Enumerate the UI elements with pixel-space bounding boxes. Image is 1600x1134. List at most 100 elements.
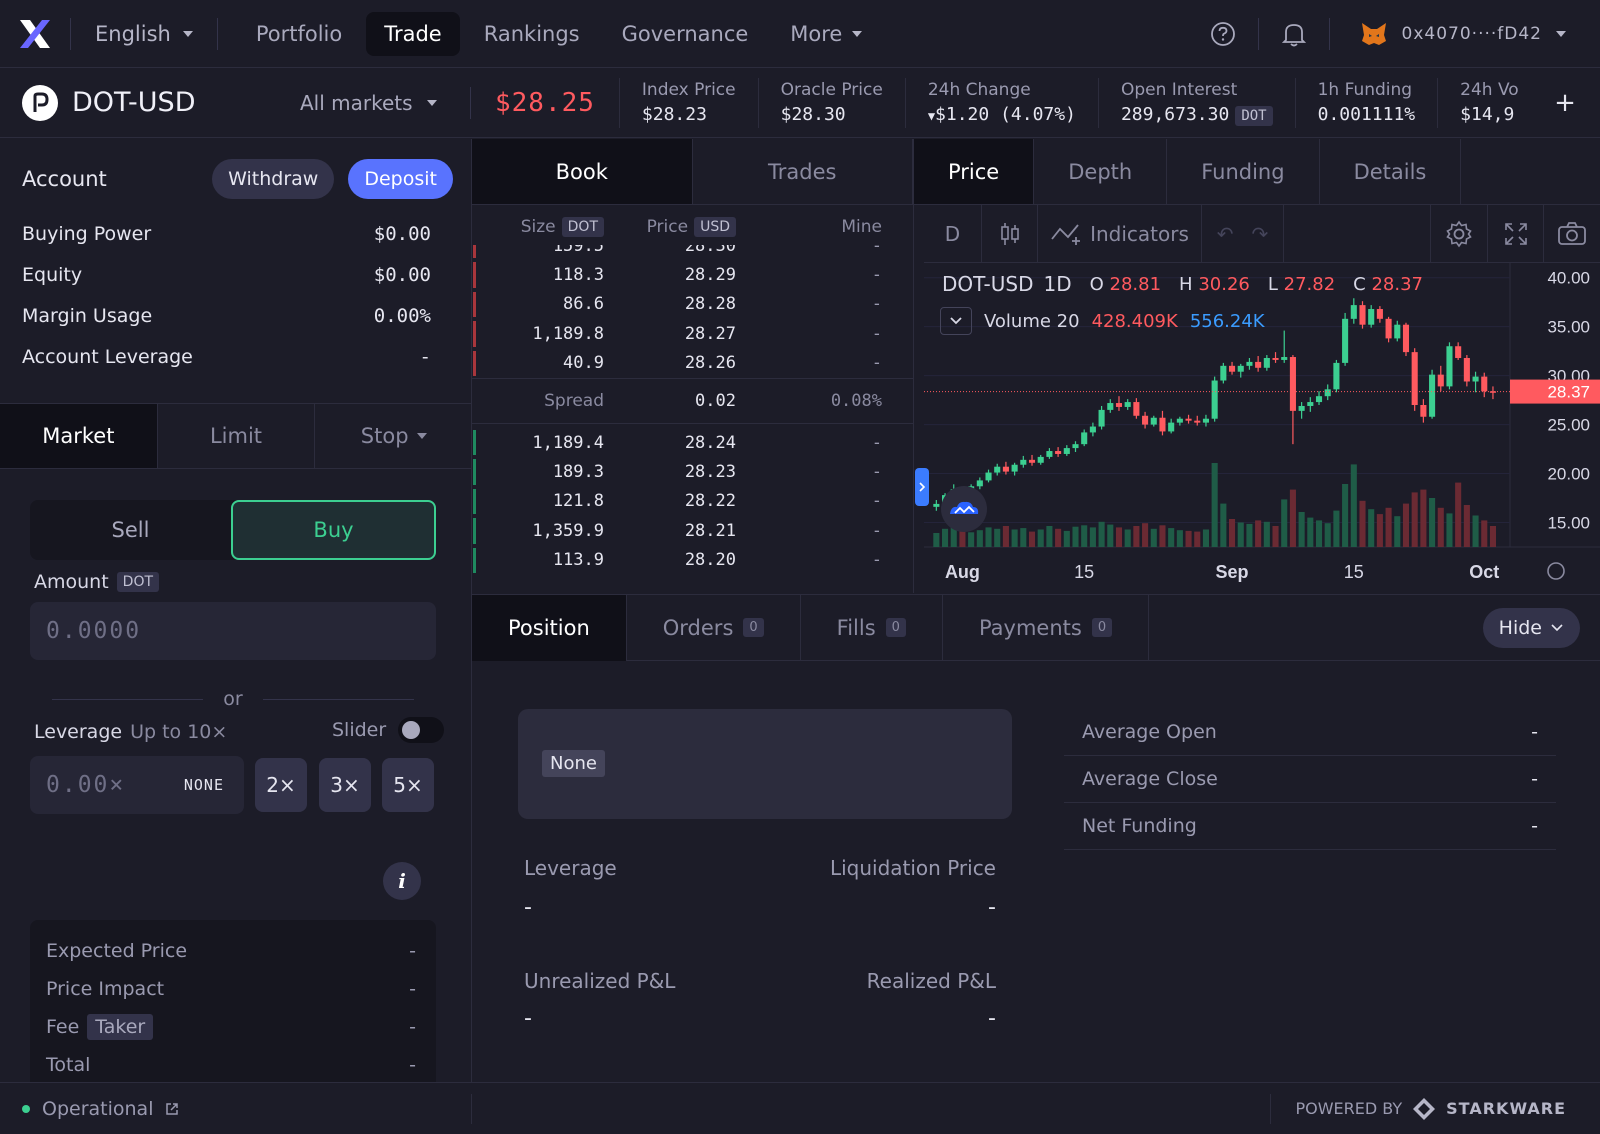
add-plus-icon[interactable]: +	[1530, 68, 1600, 137]
ask-size: 1,189.8	[532, 323, 604, 344]
volume-bar	[1446, 513, 1453, 547]
ask-row[interactable]: 159.5 28.30 -	[472, 245, 913, 260]
tab-stop[interactable]: Stop	[315, 404, 472, 468]
withdraw-button[interactable]: Withdraw	[212, 159, 335, 199]
chevron-down-icon[interactable]	[940, 307, 972, 335]
status-link[interactable]: Operational	[0, 1093, 472, 1124]
liquidation-price-value: -	[988, 895, 996, 920]
volume-bar	[1168, 528, 1175, 547]
bid-size: 1,359.9	[532, 520, 604, 541]
dydx-logo[interactable]	[0, 0, 70, 68]
tab-position[interactable]: Position	[472, 594, 627, 661]
tab-limit[interactable]: Limit	[158, 404, 316, 468]
tab-price[interactable]: Price	[914, 139, 1035, 204]
bid-size: 1,189.4	[532, 432, 604, 453]
volume-bar	[1402, 503, 1410, 547]
bid-row[interactable]: 189.3 28.23 -	[472, 457, 913, 486]
nav-portfolio[interactable]: Portfolio	[255, 21, 343, 46]
panel-collapse-handle[interactable]	[915, 468, 929, 506]
bid-price: 28.20	[684, 550, 736, 571]
settings-gear-icon[interactable]	[1430, 204, 1488, 263]
ask-row[interactable]: 40.9 28.26 -	[472, 349, 913, 378]
price-axis	[1510, 263, 1600, 593]
nav-rankings[interactable]: Rankings	[483, 21, 580, 46]
tab-details[interactable]: Details	[1320, 139, 1462, 204]
volume-bar	[1107, 524, 1114, 547]
y-tick-label: 25.00	[1547, 416, 1590, 435]
ask-depth-bar	[473, 350, 476, 376]
info-icon[interactable]: i	[383, 862, 421, 900]
time-axis-settings-icon[interactable]	[1547, 562, 1565, 580]
candle-body	[1237, 365, 1244, 372]
account-title: Account	[22, 167, 107, 191]
tab-orders[interactable]: Orders 0	[627, 594, 801, 661]
nav-governance[interactable]: Governance	[621, 21, 749, 46]
expected-price-row: Expected Price -	[46, 940, 416, 962]
hide-button[interactable]: Hide	[1482, 607, 1580, 648]
order-book: Book Trades Size DOT Price USD Mine 159.5 2…	[472, 139, 914, 593]
tab-market[interactable]: Market	[0, 404, 158, 468]
sell-button[interactable]: Sell	[111, 518, 150, 542]
redo-icon[interactable]: ↷	[1251, 221, 1269, 246]
leverage-input[interactable]: 0.00× NONE	[30, 756, 244, 814]
bell-icon[interactable]	[1259, 0, 1329, 68]
candle-body	[1081, 432, 1088, 445]
slider-switch[interactable]	[398, 717, 445, 743]
none-badge: None	[542, 750, 605, 777]
bid-depth-bar	[473, 488, 476, 515]
nav-more[interactable]: More	[772, 12, 880, 56]
ask-size: 86.6	[563, 294, 604, 315]
stat-oracle-price: Oracle Price $28.30	[757, 77, 905, 128]
amount-input[interactable]: 0.0000	[30, 602, 436, 660]
leverage-5x-button[interactable]: 5×	[382, 758, 434, 812]
tab-fills[interactable]: Fills 0	[801, 594, 943, 661]
last-price-label: 28.37	[1547, 383, 1590, 402]
volume-bar	[1063, 530, 1070, 547]
ask-row[interactable]: 86.6 28.28 -	[472, 290, 913, 319]
tab-funding[interactable]: Funding	[1167, 139, 1320, 204]
bid-row[interactable]: 113.9 28.20 -	[472, 546, 913, 575]
interval-button[interactable]: D	[924, 204, 982, 263]
candle-body	[1315, 396, 1323, 403]
indicators-button[interactable]: Indicators	[1038, 204, 1202, 263]
leverage-3x-button[interactable]: 3×	[319, 758, 371, 812]
camera-icon[interactable]	[1544, 205, 1600, 263]
tab-payments[interactable]: Payments 0	[943, 594, 1150, 661]
leverage-2x-button[interactable]: 2×	[255, 758, 307, 812]
nav-trade[interactable]: Trade	[366, 11, 460, 56]
tradingview-logo-icon[interactable]	[941, 486, 987, 532]
tab-trades[interactable]: Trades	[693, 139, 913, 204]
undo-icon[interactable]: ↶	[1216, 221, 1234, 246]
tab-book[interactable]: Book	[472, 139, 693, 204]
bid-row[interactable]: 121.8 28.22 -	[472, 487, 913, 516]
candle-body	[1185, 418, 1192, 421]
volume-bar	[1420, 489, 1427, 547]
candle-body	[1002, 466, 1009, 472]
undo-redo[interactable]: ↶ ↷	[1202, 204, 1284, 263]
buy-button[interactable]: Buy	[231, 500, 436, 560]
fullscreen-icon[interactable]	[1488, 204, 1544, 263]
candle-body	[1176, 418, 1183, 423]
help-icon[interactable]	[1188, 0, 1258, 68]
bid-price: 28.24	[684, 432, 736, 453]
volume-bar	[1237, 522, 1244, 547]
liquidation-price-label: Liquidation Price	[829, 856, 996, 880]
ask-row[interactable]: 1,189.8 28.27 -	[472, 319, 913, 348]
bid-row[interactable]: 1,359.9 28.21 -	[472, 516, 913, 545]
deposit-button[interactable]: Deposit	[348, 159, 453, 199]
market-price: $28.25	[495, 87, 595, 118]
tab-depth[interactable]: Depth	[1034, 139, 1168, 204]
volume-bar	[1246, 523, 1253, 547]
candle-type-icon[interactable]	[982, 204, 1038, 263]
candle-body	[1420, 405, 1427, 417]
bid-row[interactable]: 1,189.4 28.24 -	[472, 428, 913, 457]
volume-bar	[976, 530, 983, 547]
volume-bar	[1489, 526, 1496, 547]
slider-toggle[interactable]: Slider	[332, 717, 445, 743]
all-markets-dropdown[interactable]: All markets	[300, 91, 470, 115]
volume-bar	[1098, 521, 1105, 547]
language-select[interactable]: English	[71, 22, 217, 46]
wallet-button[interactable]: 0x4070····fD42	[1330, 21, 1600, 47]
ask-row[interactable]: 118.3 28.29 -	[472, 260, 913, 289]
